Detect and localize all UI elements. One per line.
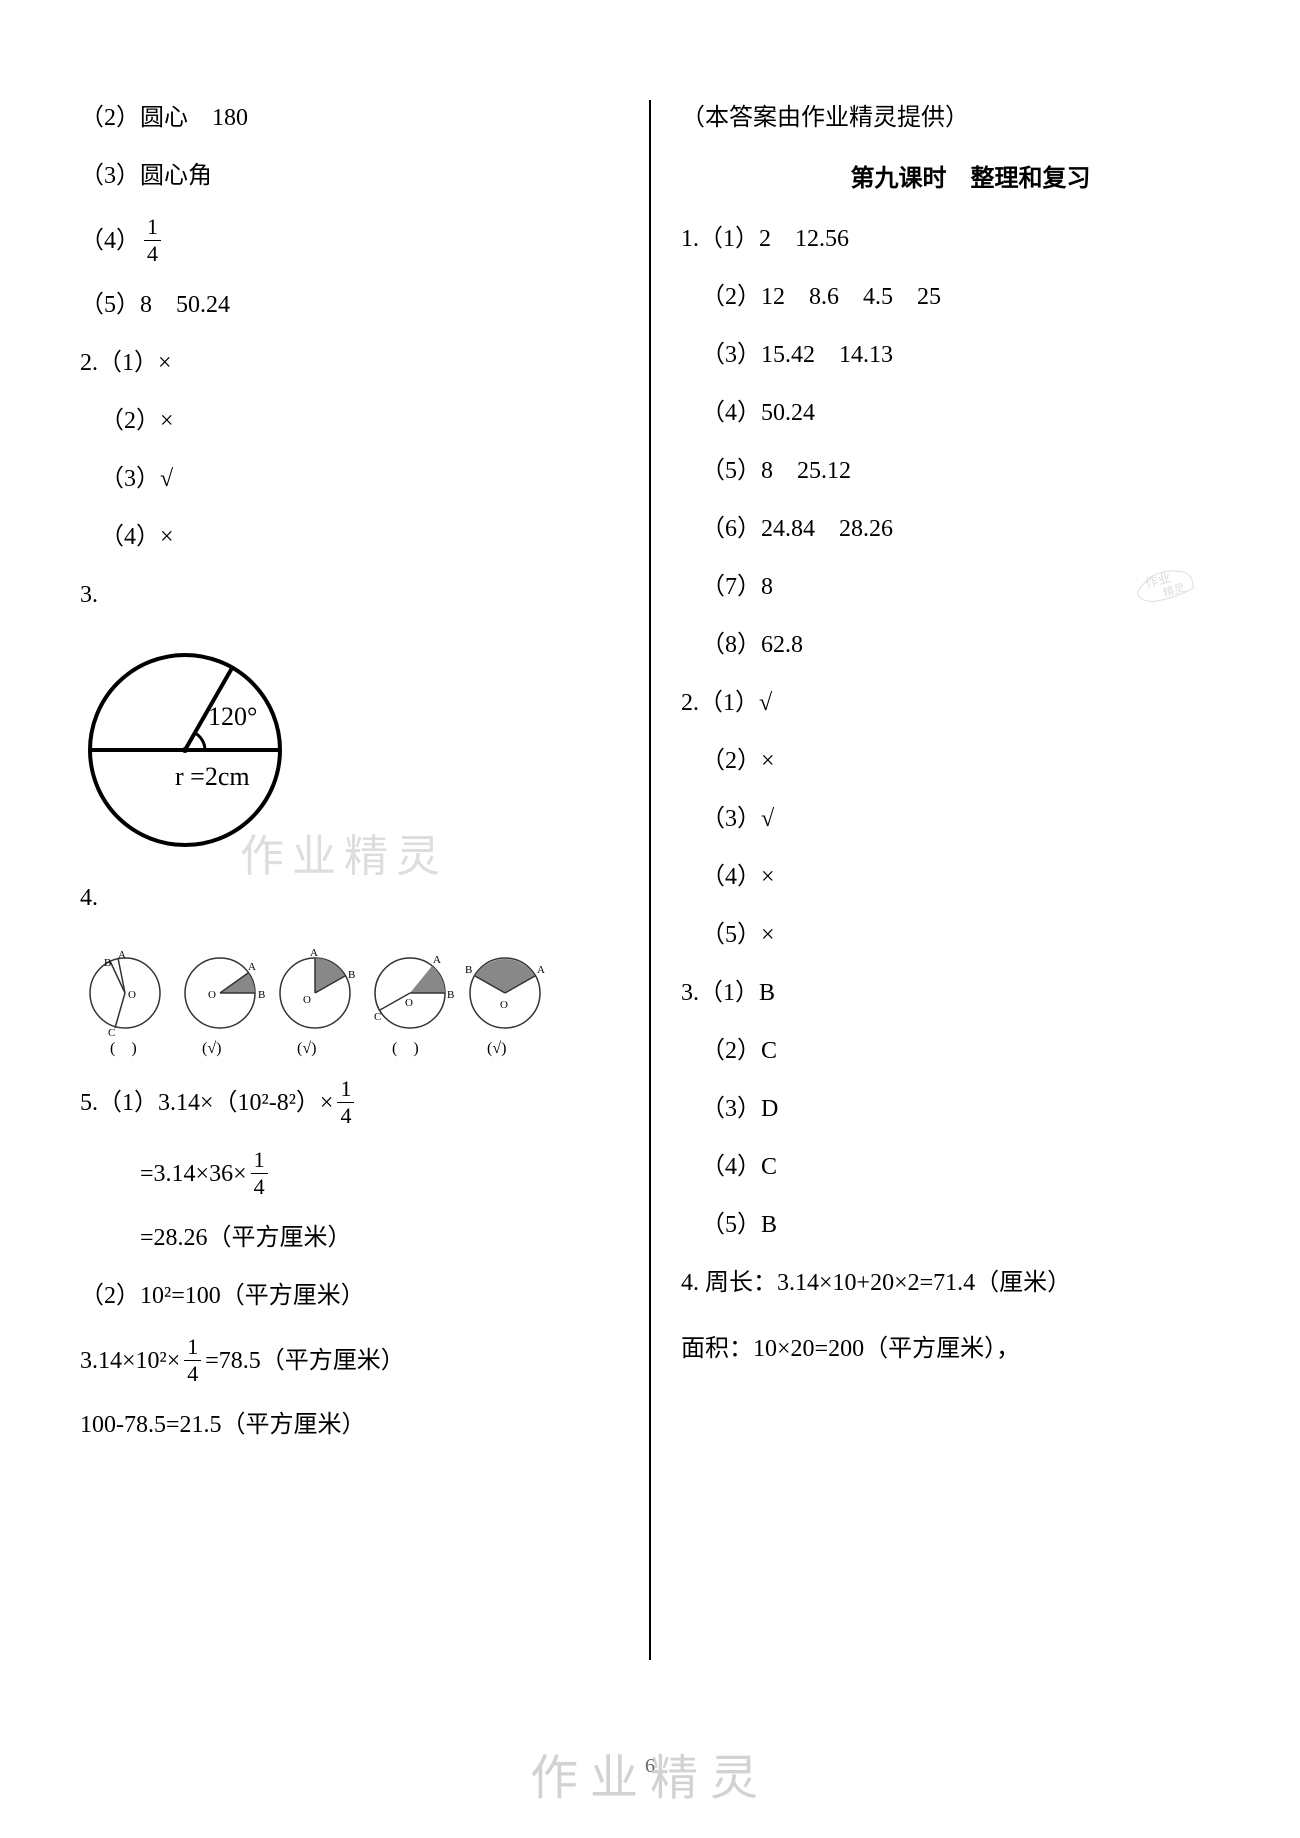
ans-line: 3.14×10²× 1 4 =78.5（平方厘米） xyxy=(80,1336,619,1385)
fraction: 1 4 xyxy=(144,216,161,265)
fraction-numerator: 1 xyxy=(251,1149,268,1174)
svg-text:A: A xyxy=(118,949,126,961)
text-part: 3.14×10²× xyxy=(80,1343,180,1379)
svg-text:O: O xyxy=(500,999,508,1011)
fraction-denominator: 4 xyxy=(184,1361,201,1385)
text-part: 5.（1）3.14×（10²-8²）× xyxy=(80,1085,333,1121)
ans-line: 2.（1）√ xyxy=(681,685,1220,721)
center-dot xyxy=(182,747,188,753)
ans-line: （2）圆心 180 xyxy=(80,100,619,136)
mini-circle-1: B A O C xyxy=(90,949,160,1039)
stamp-watermark-icon: 作业 精灵 xyxy=(1120,550,1210,610)
page-container: （2）圆心 180 （3）圆心角 （4） 1 4 （5）8 50.24 2.（1… xyxy=(0,0,1300,1720)
fraction-denominator: 4 xyxy=(337,1103,354,1127)
ans-line: （4）C xyxy=(681,1149,1220,1185)
ans-line: 3. xyxy=(80,577,619,613)
ans-line: （2）10²=100（平方厘米） xyxy=(80,1278,619,1314)
ans-line: 3.（1）B xyxy=(681,975,1220,1011)
fraction: 1 4 xyxy=(251,1149,268,1198)
fraction: 1 4 xyxy=(337,1078,354,1127)
svg-text:O: O xyxy=(128,989,136,1001)
text-part: =3.14×36× xyxy=(140,1156,247,1192)
mark-1: ( ) xyxy=(110,1040,137,1057)
fraction: 1 4 xyxy=(184,1336,201,1385)
ans-line: =28.26（平方厘米） xyxy=(80,1220,619,1256)
ans-line: （3）√ xyxy=(681,801,1220,837)
mark-3: (√) xyxy=(297,1040,316,1057)
svg-text:A: A xyxy=(537,964,545,976)
mini-circle-2: A B O xyxy=(185,958,265,1028)
angle-arc xyxy=(195,733,205,750)
ans-line: （5）8 50.24 xyxy=(80,287,619,323)
ans-line: （2）× xyxy=(681,743,1220,779)
radius-label: r =2cm xyxy=(175,762,250,791)
small-circles-svg: B A O C ( ) A B O (√) xyxy=(80,948,550,1058)
footer-watermark: 作业精灵 xyxy=(530,1738,770,1808)
svg-text:O: O xyxy=(208,989,216,1001)
ans-line: 100-78.5=21.5（平方厘米） xyxy=(80,1407,619,1443)
ans-line: 5.（1）3.14×（10²-8²）× 1 4 xyxy=(80,1078,619,1127)
svg-text:B: B xyxy=(465,964,472,976)
ans-line: （3）D xyxy=(681,1091,1220,1127)
ans-line: （5）8 25.12 xyxy=(681,453,1220,489)
section-title: 第九课时 整理和复习 xyxy=(681,158,1220,193)
ans-line: （3）15.42 14.13 xyxy=(681,337,1220,373)
text-part: =78.5（平方厘米） xyxy=(205,1343,405,1379)
fraction-denominator: 4 xyxy=(251,1174,268,1198)
mini-circle-4: A B C O xyxy=(374,954,454,1028)
svg-text:B: B xyxy=(258,989,265,1001)
fraction-numerator: 1 xyxy=(184,1336,201,1361)
ans-line: （4）× xyxy=(80,519,619,555)
ans-line: 4. 周长：3.14×10+20×2=71.4（厘米） xyxy=(681,1265,1220,1301)
mini-circle-5: B A O xyxy=(465,958,545,1028)
ans-line: （3）圆心角 xyxy=(80,158,619,194)
svg-text:A: A xyxy=(433,954,441,966)
ans-line: （3）√ xyxy=(80,461,619,497)
mark-5: (√) xyxy=(487,1040,506,1057)
ans-line: （2）12 8.6 4.5 25 xyxy=(681,279,1220,315)
ans-line: 4. xyxy=(80,880,619,916)
svg-text:A: A xyxy=(248,961,256,973)
fraction-denominator: 4 xyxy=(144,241,161,265)
mini-circle-3: A B O xyxy=(280,948,355,1028)
ans-line: （5）× xyxy=(681,917,1220,953)
ans-line: （4） 1 4 xyxy=(80,216,619,265)
ans-line: 2.（1）× xyxy=(80,345,619,381)
ans-line: （5）B xyxy=(681,1207,1220,1243)
fraction-numerator: 1 xyxy=(337,1078,354,1103)
ans-line: （4）50.24 xyxy=(681,395,1220,431)
ans-line: =3.14×36× 1 4 xyxy=(80,1149,619,1198)
ans-line: （6）24.84 28.26 xyxy=(681,511,1220,547)
small-circles-row: B A O C ( ) A B O (√) xyxy=(80,948,619,1058)
angle-label: 120° xyxy=(208,702,257,731)
ans-line: （4）× xyxy=(681,859,1220,895)
text-part: （4） xyxy=(80,223,140,259)
right-column: （本答案由作业精灵提供） 第九课时 整理和复习 1.（1）2 12.56 （2）… xyxy=(649,100,1220,1660)
ans-line: （8）62.8 xyxy=(681,627,1220,663)
source-note: （本答案由作业精灵提供） xyxy=(681,100,1220,136)
svg-text:B: B xyxy=(447,989,454,1001)
ans-line: 面积：10×20=200（平方厘米）， xyxy=(681,1331,1220,1367)
svg-text:C: C xyxy=(108,1027,115,1039)
ans-line: 1.（1）2 12.56 xyxy=(681,221,1220,257)
svg-text:C: C xyxy=(374,1011,381,1023)
fraction-numerator: 1 xyxy=(144,216,161,241)
svg-text:B: B xyxy=(348,969,355,981)
svg-text:O: O xyxy=(405,997,413,1009)
ans-line: （2）C xyxy=(681,1033,1220,1069)
watermark-text: 作业精灵 xyxy=(240,820,448,884)
mark-4: ( ) xyxy=(392,1040,419,1057)
mark-2: (√) xyxy=(202,1040,221,1057)
svg-text:O: O xyxy=(303,994,311,1006)
ans-line: （2）× xyxy=(80,403,619,439)
svg-text:B: B xyxy=(104,957,111,969)
svg-text:A: A xyxy=(310,948,318,959)
